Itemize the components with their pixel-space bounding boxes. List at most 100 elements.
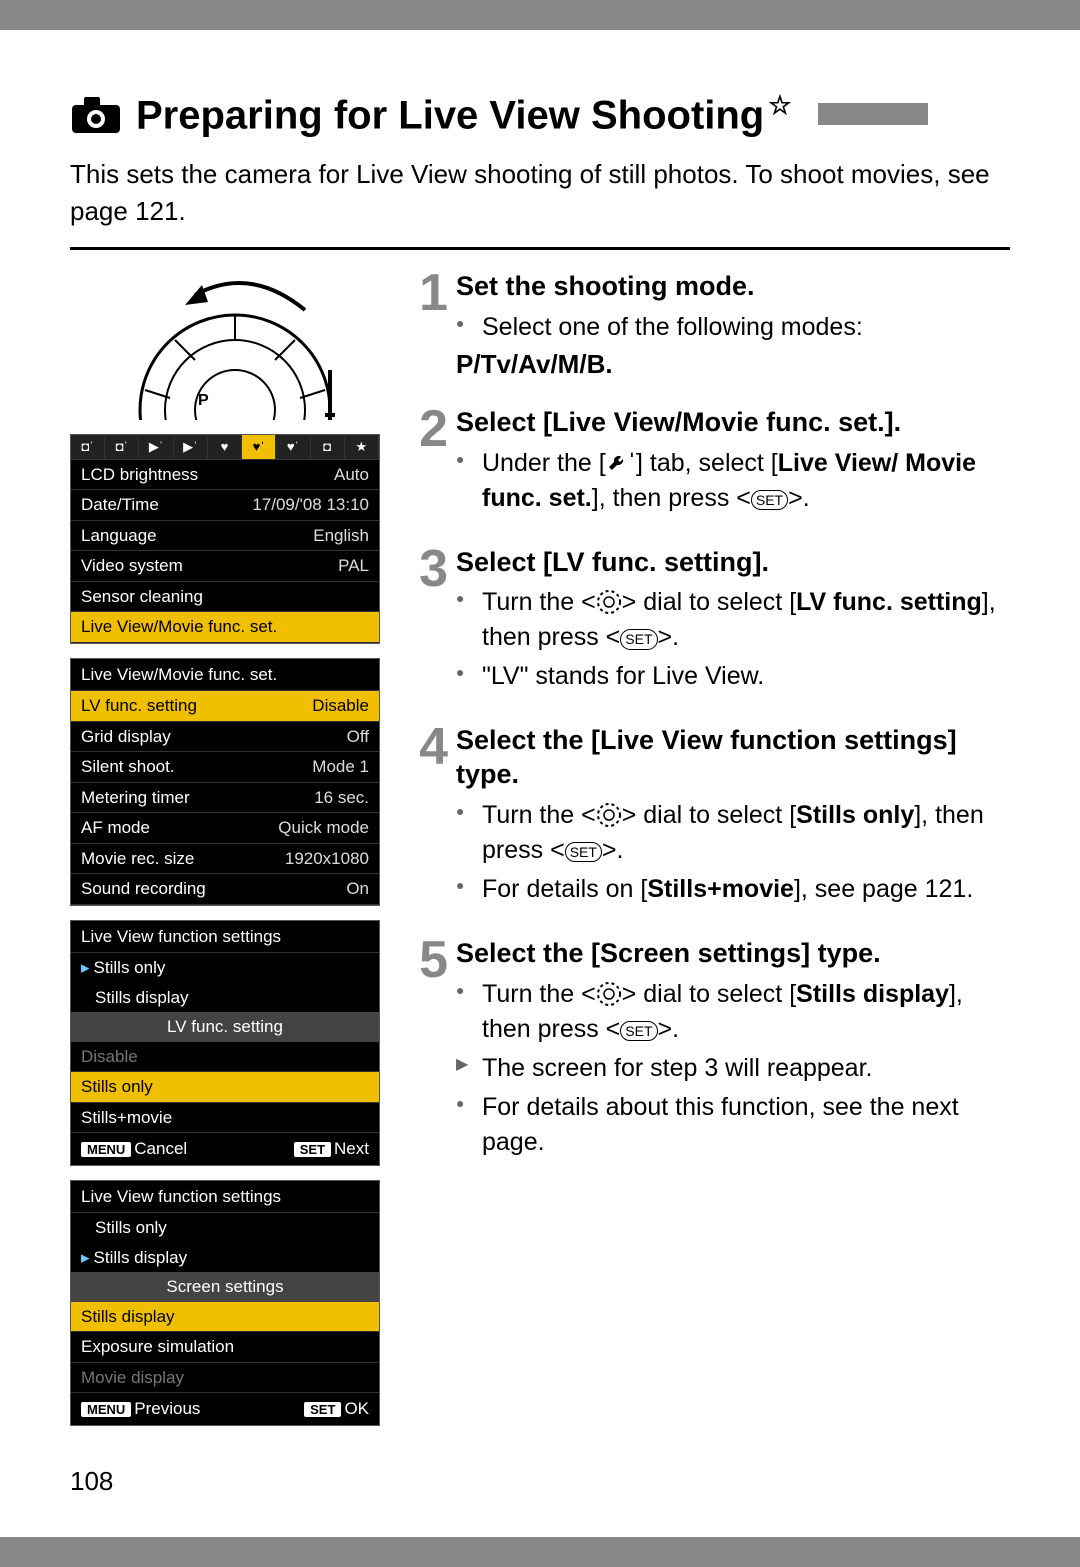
current-selection[interactable]: Stills only	[71, 1213, 379, 1243]
step: 3 Select [LV func. setting]. Turn the <>…	[410, 546, 1010, 699]
title-row: Preparing for Live View Shooting☆	[70, 90, 1010, 138]
current-selection[interactable]: Stills display	[71, 983, 379, 1013]
set-ok-button[interactable]: SETOK	[304, 1396, 369, 1422]
step-number: 5	[410, 937, 448, 1164]
menu-row[interactable]: LCD brightnessAuto	[71, 460, 379, 491]
sub-header: Screen settings	[71, 1272, 379, 1302]
current-selection-label: Stills only	[94, 955, 166, 981]
manual-page: Preparing for Live View Shooting☆ This s…	[0, 30, 1080, 1537]
current-selection[interactable]: ▸Stills display	[71, 1243, 379, 1273]
step-bullet: Turn the <> dial to select [Stills only]…	[456, 798, 1010, 868]
menu-row-label: Language	[81, 523, 313, 549]
step-bullet: Under the [ˈ] tab, select [Live View/ Mo…	[456, 446, 1010, 516]
menu-option-label: Disable	[81, 1044, 369, 1070]
menu-row[interactable]: AF modeQuick mode	[71, 813, 379, 844]
mode-dial-illustration: P	[130, 270, 380, 420]
menu-tab[interactable]: ♥	[208, 435, 242, 459]
set-icon: SET	[620, 629, 657, 649]
dial-icon	[596, 981, 622, 1007]
step-bullet: Turn the <> dial to select [LV func. set…	[456, 585, 1010, 655]
shooting-modes: P/Tv/Av/M/B.	[456, 349, 1010, 380]
menu-row[interactable]: LV func. settingDisable	[71, 691, 379, 722]
menu-row-value: Off	[347, 724, 369, 750]
menu-row-label: Video system	[81, 553, 338, 579]
menu-row-value: Auto	[334, 462, 369, 488]
step-title: Select [LV func. setting].	[456, 546, 1010, 580]
menu-row[interactable]: Silent shoot.Mode 1	[71, 752, 379, 783]
wrench-icon	[606, 453, 628, 475]
content-columns: P ◘ˈ◘ˈ▶ˈ▶ˈ♥♥ˈ♥ˈ◘★ LCD brightnessAutoDate…	[70, 270, 1010, 1426]
camera-menu-lv-function-settings-2: Live View function settings Stills only▸…	[70, 1180, 380, 1426]
page-title: Preparing for Live View Shooting☆	[136, 90, 792, 138]
step-body: Select the [Screen settings] type. Turn …	[456, 937, 1010, 1164]
menu-row-value: Quick mode	[278, 815, 369, 841]
menu-row[interactable]: Movie rec. size1920x1080	[71, 844, 379, 875]
menu-tab[interactable]: ▶ˈ	[139, 435, 173, 459]
menu-option[interactable]: Stills display	[71, 1302, 379, 1333]
panel-footer: MENUPrevious SETOK	[71, 1393, 379, 1425]
menu-row-label: Live View/Movie func. set.	[81, 614, 369, 640]
menu-row-value: PAL	[338, 553, 369, 579]
step-number: 3	[410, 546, 448, 699]
step-bullets: Under the [ˈ] tab, select [Live View/ Mo…	[456, 446, 1010, 516]
menu-option[interactable]: Stills only	[71, 1072, 379, 1103]
menu-tab[interactable]: ◘ˈ	[105, 435, 139, 459]
menu-row-value: Disable	[312, 693, 369, 719]
menu-option-label: Stills+movie	[81, 1105, 369, 1131]
step-body: Set the shooting mode. Select one of the…	[456, 270, 1010, 380]
menu-row[interactable]: Grid displayOff	[71, 722, 379, 753]
menu-tab[interactable]: ♥ˈ	[242, 435, 276, 459]
set-next-button[interactable]: SETNext	[294, 1136, 369, 1162]
menu-tab[interactable]: ◘	[311, 435, 345, 459]
menu-option: Disable	[71, 1042, 379, 1073]
menu-tab[interactable]: ♥ˈ	[276, 435, 310, 459]
step-title: Set the shooting mode.	[456, 270, 1010, 304]
page-number: 108	[70, 1466, 1010, 1497]
menu-tab-strip: ◘ˈ◘ˈ▶ˈ▶ˈ♥♥ˈ♥ˈ◘★	[71, 435, 379, 460]
menu-previous-button[interactable]: MENUPrevious	[81, 1396, 200, 1422]
menu-option: Movie display	[71, 1363, 379, 1394]
menu-row[interactable]: Video systemPAL	[71, 551, 379, 582]
menu-option[interactable]: Stills+movie	[71, 1103, 379, 1134]
menu-row-label: Sound recording	[81, 876, 346, 902]
step-body: Select [Live View/Movie func. set.]. Und…	[456, 406, 1010, 520]
step-number: 2	[410, 406, 448, 520]
menu-option-label: Exposure simulation	[81, 1334, 369, 1360]
set-icon: SET	[620, 1021, 657, 1041]
menu-cancel-button[interactable]: MENUCancel	[81, 1136, 187, 1162]
menu-tab[interactable]: ▶ˈ	[174, 435, 208, 459]
step-bullets: Turn the <> dial to select [Stills displ…	[456, 977, 1010, 1160]
step-bullet: "LV" stands for Live View.	[456, 659, 1010, 694]
step: 1 Set the shooting mode. Select one of t…	[410, 270, 1010, 380]
menu-row[interactable]: Metering timer16 sec.	[71, 783, 379, 814]
menu-row-label: Movie rec. size	[81, 846, 285, 872]
page-title-text: Preparing for Live View Shooting	[136, 93, 764, 137]
menu-option[interactable]: Exposure simulation	[71, 1332, 379, 1363]
menu-row-label: Silent shoot.	[81, 754, 312, 780]
step-bullets: Turn the <> dial to select [Stills only]…	[456, 798, 1010, 907]
panel-title: Live View/Movie func. set.	[71, 659, 379, 692]
star-icon: ☆	[768, 90, 791, 120]
step-number: 4	[410, 724, 448, 911]
menu-row[interactable]: Sound recordingOn	[71, 874, 379, 905]
menu-row-label: Date/Time	[81, 492, 252, 518]
menu-row[interactable]: Sensor cleaning	[71, 582, 379, 613]
menu-row-label: Grid display	[81, 724, 347, 750]
menu-row[interactable]: Live View/Movie func. set.	[71, 612, 379, 643]
menu-row[interactable]: Date/Time17/09/'08 13:10	[71, 490, 379, 521]
step-title: Select the [Screen settings] type.	[456, 937, 1010, 971]
step-title: Select [Live View/Movie func. set.].	[456, 406, 1010, 440]
intro-text: This sets the camera for Live View shoot…	[70, 156, 1010, 229]
menu-tab[interactable]: ◘ˈ	[71, 435, 105, 459]
current-selection[interactable]: ▸Stills only	[71, 953, 379, 983]
camera-menu-lv-function-settings-1: Live View function settings ▸Stills only…	[70, 920, 380, 1166]
menu-row-value: On	[346, 876, 369, 902]
menu-row-label: Metering timer	[81, 785, 314, 811]
menu-row-label: LV func. setting	[81, 693, 312, 719]
menu-row[interactable]: LanguageEnglish	[71, 521, 379, 552]
menu-tab[interactable]: ★	[345, 435, 379, 459]
dial-icon	[596, 589, 622, 615]
step-bullet: Turn the <> dial to select [Stills displ…	[456, 977, 1010, 1047]
menu-row-value: English	[313, 523, 369, 549]
set-icon: SET	[751, 490, 788, 510]
